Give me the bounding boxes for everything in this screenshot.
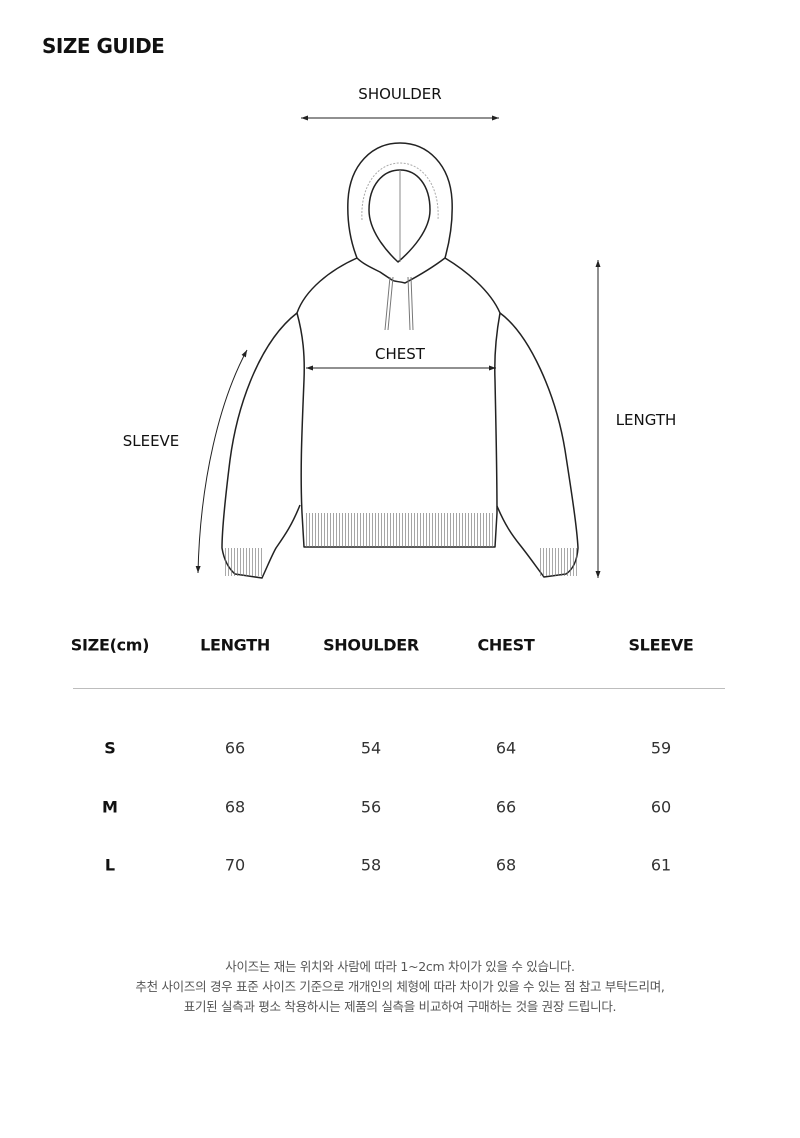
table-divider — [73, 688, 725, 689]
hoodie-diagram — [195, 115, 601, 579]
note-line: 사이즈는 재는 위치와 사람에 따라 1~2cm 차이가 있을 수 있습니다. — [225, 959, 575, 974]
row-s-sleeve: 59 — [650, 738, 672, 758]
row-m-shoulder: 56 — [360, 797, 382, 817]
sleeve-label: SLEEVE — [122, 432, 180, 450]
row-l-length: 70 — [224, 855, 246, 875]
header-size: SIZE(cm) — [70, 635, 150, 655]
row-s-size: S — [104, 738, 116, 758]
page-title: SIZE GUIDE — [42, 34, 165, 58]
row-m-chest: 66 — [495, 797, 517, 817]
header-shoulder: SHOULDER — [323, 635, 419, 655]
note-line: 표기된 실측과 평소 착용하시는 제품의 실측을 비교하여 구매하는 것을 권장… — [183, 999, 617, 1014]
header-chest: CHEST — [477, 635, 535, 655]
row-l-chest: 68 — [495, 855, 517, 875]
row-s-shoulder: 54 — [360, 738, 382, 758]
hood-opening — [368, 169, 431, 263]
row-m-size: M — [102, 797, 118, 817]
length-label: LENGTH — [615, 411, 677, 429]
row-l-shoulder: 58 — [360, 855, 382, 875]
size-notes: 사이즈는 재는 위치와 사람에 따라 1~2cm 차이가 있을 수 있습니다. … — [0, 957, 800, 1017]
row-l-sleeve: 61 — [650, 855, 672, 875]
right-sleeve — [496, 312, 579, 578]
chest-label: CHEST — [375, 345, 425, 363]
note-line: 추천 사이즈의 경우 표준 사이즈 기준으로 개개인의 체형에 따라 차이가 있… — [135, 979, 665, 994]
shoulder-label: SHOULDER — [358, 85, 442, 103]
row-s-length: 66 — [224, 738, 246, 758]
row-l-size: L — [104, 855, 116, 875]
header-length: LENGTH — [200, 635, 270, 655]
body-outline — [296, 257, 501, 548]
row-m-length: 68 — [224, 797, 246, 817]
header-sleeve: SLEEVE — [628, 635, 694, 655]
left-sleeve — [221, 312, 301, 579]
row-s-chest: 64 — [495, 738, 517, 758]
row-m-sleeve: 60 — [650, 797, 672, 817]
sleeve-arrow — [195, 349, 248, 574]
